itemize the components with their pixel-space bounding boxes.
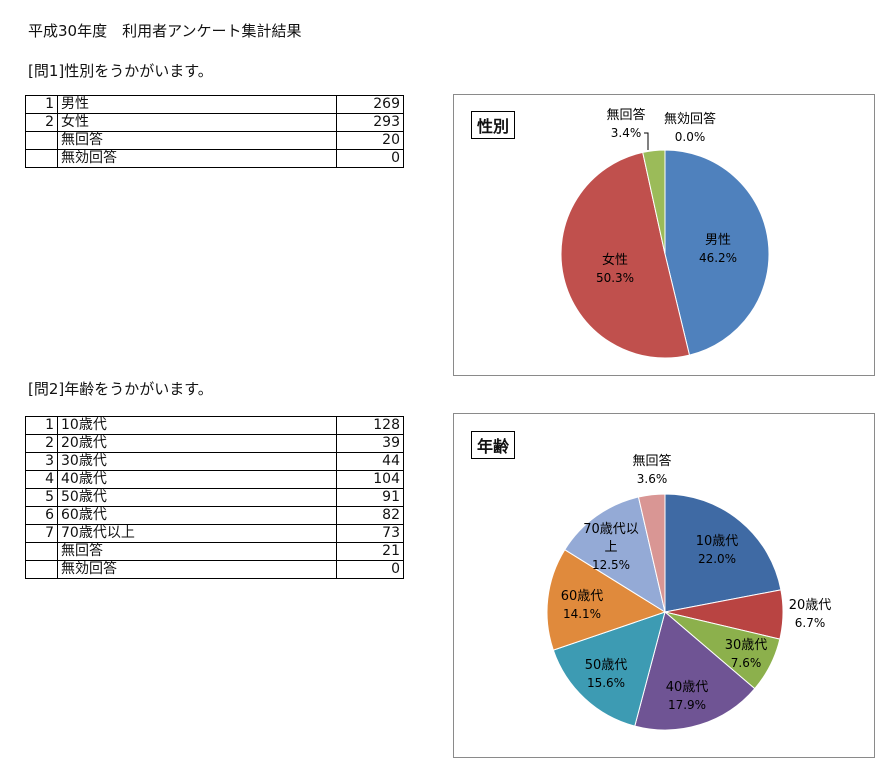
- slice-percent-label: 7.6%: [731, 656, 762, 670]
- pie-slice: [664, 493, 782, 613]
- table-row: 無回答 20: [25, 131, 404, 150]
- table-row: 無回答 21: [25, 542, 404, 561]
- table-row: 3 30歳代 44: [25, 452, 404, 471]
- slice-percent-label: 46.2%: [699, 251, 737, 265]
- slice-label: 女性: [602, 252, 628, 268]
- table-row: 2 女性 293: [25, 113, 404, 132]
- row-value: 128: [336, 416, 404, 435]
- pie-slice: [560, 151, 691, 359]
- slice-label: 60歳代: [561, 589, 604, 604]
- row-value: 82: [336, 506, 404, 525]
- row-number: 4: [25, 470, 58, 489]
- pie-slice: [637, 493, 666, 613]
- gender-pie-chart: 男性 46.2% 女性 50.3% 無回答 3.4% 無効回答 0.0% 性別: [453, 94, 875, 376]
- row-label: 20歳代: [57, 434, 337, 453]
- slice-label: 無効回答: [664, 111, 716, 127]
- row-value: 293: [336, 113, 404, 132]
- slice-label: 無回答: [632, 453, 671, 469]
- gender-pie-svg: 男性 46.2% 女性 50.3% 無回答 3.4% 無効回答 0.0%: [560, 107, 770, 359]
- row-number: [25, 560, 58, 579]
- row-label: 60歳代: [57, 506, 337, 525]
- age-chart-title: 年齢: [471, 431, 516, 459]
- table-row: 無効回答 0: [25, 149, 404, 168]
- row-label: 無回答: [57, 542, 337, 561]
- row-number: [25, 131, 58, 150]
- row-number: [25, 149, 58, 168]
- slice-percent-label: 22.0%: [698, 552, 736, 566]
- age-table: 1 10歳代 128 2 20歳代 39 3 30歳代 44 4 40歳代 104 5 50歳代 91 6 60…: [25, 416, 404, 579]
- slice-label: 30歳代: [725, 638, 768, 653]
- gender-chart-title: 性別: [471, 111, 516, 139]
- slice-label: 40歳代: [666, 680, 709, 695]
- slice-percent-label: 50.3%: [596, 271, 634, 285]
- slice-percent-label: 0.0%: [675, 130, 706, 144]
- row-number: 3: [25, 452, 58, 471]
- row-number: 1: [25, 95, 58, 114]
- row-number: 1: [25, 416, 58, 435]
- table-row: 6 60歳代 82: [25, 506, 404, 525]
- slice-percent-label: 6.7%: [795, 616, 826, 630]
- row-label: 女性: [57, 113, 337, 132]
- row-label: 70歳代以上: [57, 524, 337, 543]
- slice-label: 男性: [705, 233, 731, 248]
- table-row: 2 20歳代 39: [25, 434, 404, 453]
- age-pie-chart: 10歳代 22.0% 20歳代 6.7% 30歳代 7.6% 40歳代 17.9% 50歳代 15…: [453, 413, 875, 758]
- pie-slice: [564, 496, 666, 614]
- table-row: 7 70歳代以上 73: [25, 524, 404, 543]
- slice-percent-label: 3.4%: [611, 126, 642, 140]
- slice-percent-label: 15.6%: [587, 676, 625, 690]
- row-value: 21: [336, 542, 404, 561]
- pie-slice: [642, 149, 666, 255]
- table-row: 1 10歳代 128: [25, 416, 404, 435]
- pie-slice: [546, 549, 667, 651]
- page-title: 平成30年度 利用者アンケート集計結果: [28, 22, 302, 40]
- row-number: 7: [25, 524, 58, 543]
- row-value: 20: [336, 131, 404, 150]
- slice-label: 10歳代: [696, 534, 739, 549]
- slice-percent-label: 14.1%: [563, 607, 601, 621]
- row-label: 40歳代: [57, 470, 337, 489]
- row-label: 無回答: [57, 131, 337, 150]
- pie-slice: [634, 611, 756, 731]
- slice-percent-label: 17.9%: [668, 698, 706, 712]
- row-label: 無効回答: [57, 149, 337, 168]
- row-number: 5: [25, 488, 58, 507]
- row-value: 104: [336, 470, 404, 489]
- slice-label: 上: [604, 540, 617, 555]
- age-pie-svg: 10歳代 22.0% 20歳代 6.7% 30歳代 7.6% 40歳代 17.9% 50歳代 15…: [546, 453, 832, 731]
- slice-label: 70歳代以: [583, 522, 639, 537]
- row-number: [25, 542, 58, 561]
- row-number: 2: [25, 113, 58, 132]
- row-value: 73: [336, 524, 404, 543]
- row-number: 6: [25, 506, 58, 525]
- row-label: 50歳代: [57, 488, 337, 507]
- pie-slice: [664, 149, 770, 356]
- pie-slice: [552, 611, 666, 727]
- question-1-text: [問1]性別をうかがいます。: [28, 62, 213, 80]
- row-value: 39: [336, 434, 404, 453]
- row-label: 男性: [57, 95, 337, 114]
- slice-label: 無回答: [606, 107, 645, 123]
- row-number: 2: [25, 434, 58, 453]
- slice-label: 50歳代: [585, 658, 628, 673]
- slice-percent-label: 3.6%: [637, 472, 668, 486]
- leader-line: [644, 132, 649, 150]
- row-value: 91: [336, 488, 404, 507]
- row-value: 44: [336, 452, 404, 471]
- slice-percent-label: 12.5%: [592, 558, 630, 572]
- table-row: 1 男性 269: [25, 95, 404, 114]
- row-label: 10歳代: [57, 416, 337, 435]
- table-row: 4 40歳代 104: [25, 470, 404, 489]
- gender-table: 1 男性 269 2 女性 293 無回答 20 無効回答 0: [25, 95, 404, 168]
- row-value: 269: [336, 95, 404, 114]
- table-row: 5 50歳代 91: [25, 488, 404, 507]
- table-row: 無効回答 0: [25, 560, 404, 579]
- row-value: 0: [336, 149, 404, 168]
- row-value: 0: [336, 560, 404, 579]
- row-label: 30歳代: [57, 452, 337, 471]
- question-2-text: [問2]年齢をうかがいます。: [28, 380, 213, 398]
- slice-label: 20歳代: [789, 598, 832, 613]
- row-label: 無効回答: [57, 560, 337, 579]
